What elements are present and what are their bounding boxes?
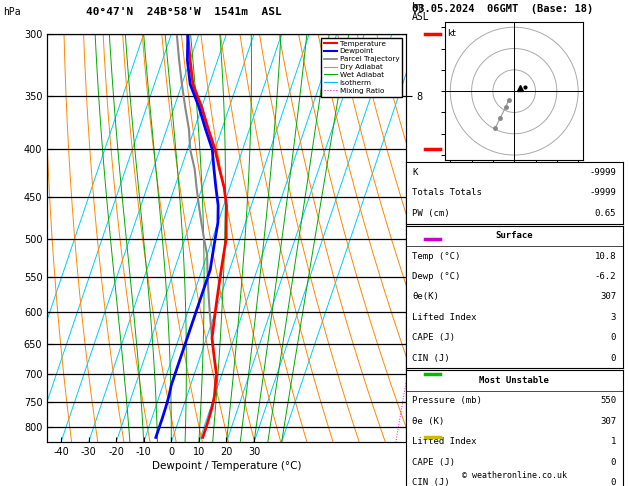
Text: 0.65: 0.65 (594, 209, 616, 218)
Text: 0: 0 (611, 333, 616, 342)
Text: Most Unstable: Most Unstable (479, 376, 549, 385)
Text: 1: 1 (611, 437, 616, 446)
Text: 03.05.2024  06GMT  (Base: 18): 03.05.2024 06GMT (Base: 18) (412, 4, 593, 14)
Text: 0: 0 (611, 354, 616, 363)
Text: 550: 550 (600, 397, 616, 405)
Text: Totals Totals: Totals Totals (412, 189, 482, 197)
Text: 40°47'N  24B°58'W  1541m  ASL: 40°47'N 24B°58'W 1541m ASL (86, 7, 281, 17)
Text: Pressure (mb): Pressure (mb) (412, 397, 482, 405)
Text: Temp (°C): Temp (°C) (412, 252, 460, 260)
Text: ASL: ASL (412, 12, 430, 22)
Text: 0: 0 (611, 458, 616, 467)
Text: hPa: hPa (3, 7, 21, 17)
Text: 10.8: 10.8 (594, 252, 616, 260)
Text: Surface: Surface (496, 231, 533, 240)
Text: 0: 0 (611, 478, 616, 486)
Text: Lifted Index: Lifted Index (412, 437, 477, 446)
Text: CAPE (J): CAPE (J) (412, 458, 455, 467)
Text: km: km (412, 2, 424, 13)
Text: CIN (J): CIN (J) (412, 478, 450, 486)
Text: 307: 307 (600, 293, 616, 301)
Text: -6.2: -6.2 (594, 272, 616, 281)
Text: CIN (J): CIN (J) (412, 354, 450, 363)
Text: 3: 3 (611, 313, 616, 322)
X-axis label: Dewpoint / Temperature (°C): Dewpoint / Temperature (°C) (152, 461, 301, 471)
Text: 307: 307 (600, 417, 616, 426)
Text: © weatheronline.co.uk: © weatheronline.co.uk (462, 471, 567, 480)
Text: θe (K): θe (K) (412, 417, 445, 426)
Text: CAPE (J): CAPE (J) (412, 333, 455, 342)
Text: -9999: -9999 (589, 189, 616, 197)
Y-axis label: Mixing Ratio (g/kg): Mixing Ratio (g/kg) (437, 192, 446, 284)
Text: kt: kt (447, 29, 456, 38)
Text: Dewp (°C): Dewp (°C) (412, 272, 460, 281)
Text: LCL: LCL (406, 340, 420, 348)
Text: PW (cm): PW (cm) (412, 209, 450, 218)
Legend: Temperature, Dewpoint, Parcel Trajectory, Dry Adiabat, Wet Adiabat, Isotherm, Mi: Temperature, Dewpoint, Parcel Trajectory… (321, 37, 402, 97)
Text: θe(K): θe(K) (412, 293, 439, 301)
Text: K: K (412, 168, 418, 177)
Text: Lifted Index: Lifted Index (412, 313, 477, 322)
Text: -9999: -9999 (589, 168, 616, 177)
